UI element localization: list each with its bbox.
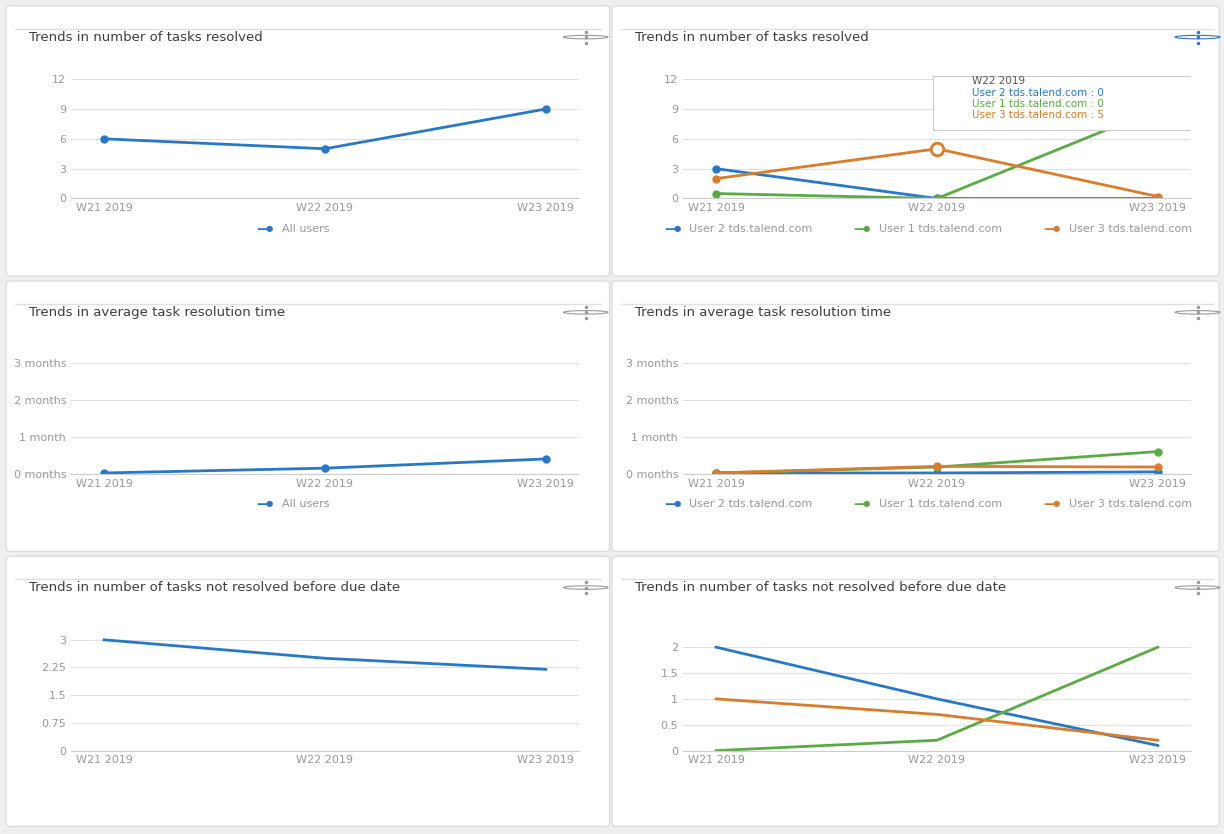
- Text: ●: ●: [673, 500, 681, 508]
- Text: User 3 tds.talend.com : 5: User 3 tds.talend.com : 5: [972, 110, 1104, 120]
- Text: W22 2019: W22 2019: [972, 76, 1026, 86]
- Text: —: —: [1043, 497, 1058, 510]
- Text: —: —: [1043, 222, 1058, 235]
- Text: User 2 tds.talend.com: User 2 tds.talend.com: [689, 499, 813, 509]
- FancyBboxPatch shape: [933, 76, 1224, 130]
- Text: —: —: [256, 497, 271, 510]
- Text: User 1 tds.talend.com: User 1 tds.talend.com: [879, 224, 1002, 234]
- Text: Trends in average task resolution time: Trends in average task resolution time: [635, 306, 891, 319]
- Text: User 3 tds.talend.com: User 3 tds.talend.com: [1069, 499, 1192, 509]
- Text: User 1 tds.talend.com : 0: User 1 tds.talend.com : 0: [972, 99, 1104, 109]
- Text: ●: ●: [266, 224, 273, 233]
- Text: All users: All users: [282, 499, 329, 509]
- Text: Trends in number of tasks not resolved before due date: Trends in number of tasks not resolved b…: [635, 581, 1006, 594]
- Text: User 3 tds.talend.com: User 3 tds.talend.com: [1069, 224, 1192, 234]
- Text: ●: ●: [266, 500, 273, 508]
- Text: ●: ●: [673, 224, 681, 233]
- Text: —: —: [256, 222, 271, 235]
- Text: User 2 tds.talend.com : 0: User 2 tds.talend.com : 0: [972, 88, 1104, 98]
- Text: —: —: [853, 497, 868, 510]
- Text: Trends in number of tasks resolved: Trends in number of tasks resolved: [29, 31, 263, 43]
- Text: ●: ●: [863, 500, 870, 508]
- Text: —: —: [663, 497, 678, 510]
- Text: User 2 tds.talend.com: User 2 tds.talend.com: [689, 224, 813, 234]
- Text: User 1 tds.talend.com: User 1 tds.talend.com: [879, 499, 1002, 509]
- Text: Trends in number of tasks not resolved before due date: Trends in number of tasks not resolved b…: [29, 581, 400, 594]
- Text: ●: ●: [1053, 500, 1060, 508]
- Text: Trends in number of tasks resolved: Trends in number of tasks resolved: [635, 31, 869, 43]
- Text: ●: ●: [1053, 224, 1060, 233]
- Text: —: —: [853, 222, 868, 235]
- Text: ●: ●: [863, 224, 870, 233]
- Text: Trends in average task resolution time: Trends in average task resolution time: [29, 306, 285, 319]
- Text: All users: All users: [282, 224, 329, 234]
- Text: —: —: [663, 222, 678, 235]
